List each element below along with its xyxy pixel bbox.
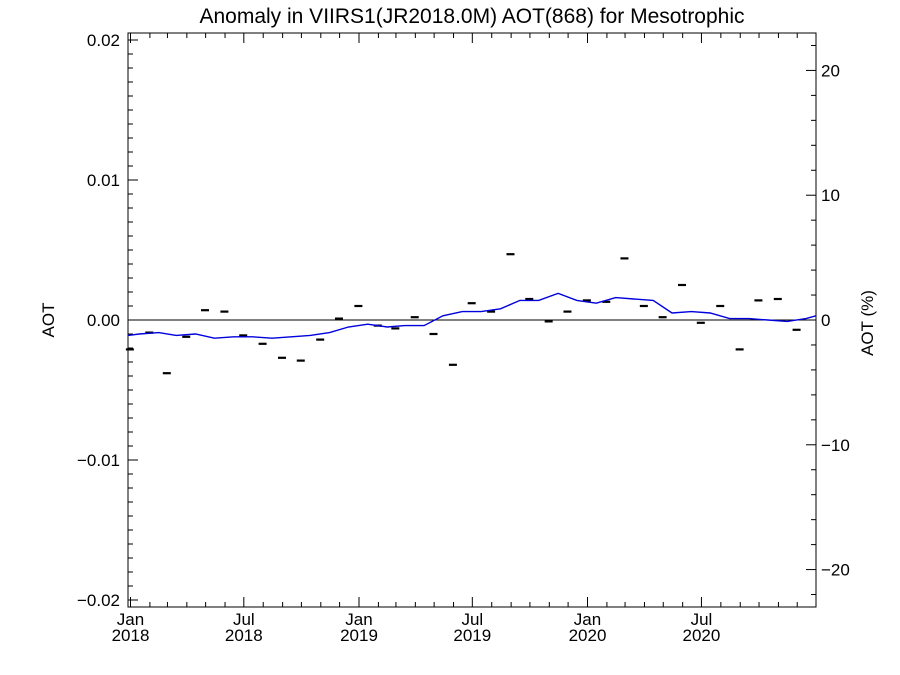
y2-tick-label: 20 [821, 61, 840, 80]
x-tick-label-year: 2020 [569, 626, 607, 645]
y-tick-label: 0.00 [87, 311, 120, 330]
x-tick-label-year: 2019 [340, 626, 378, 645]
y-axis: 0.02 0.01 0.00 −0.01 −0.02 [77, 31, 138, 610]
chart-title: Anomaly in VIIRS1(JR2018.0M) AOT(868) fo… [199, 5, 744, 28]
y-tick-label: −0.01 [77, 451, 120, 470]
y-tick-label: −0.02 [77, 591, 120, 610]
y-axis-label: AOT [39, 303, 58, 338]
y2-tick-label: −20 [821, 561, 850, 580]
x-tick-label-year: 2018 [112, 626, 150, 645]
x-tick-label-month: Jan [345, 610, 372, 629]
y-tick-label: 0.01 [87, 171, 120, 190]
y2-tick-label: 10 [821, 186, 840, 205]
y-tick-label: 0.02 [87, 31, 120, 50]
y2-tick-label: 0 [821, 311, 830, 330]
x-tick-label-month: Jan [574, 610, 601, 629]
x-tick-label-month: Jul [461, 610, 483, 629]
y2-tick-label: −10 [821, 436, 850, 455]
series-line [127, 292, 817, 339]
y2-axis-label: AOT (%) [858, 290, 877, 356]
x-tick-label-year: 2020 [683, 626, 721, 645]
x-tick-label-year: 2018 [225, 626, 263, 645]
series-markers [125, 253, 801, 375]
x-axis: Jan2018Jul2018Jan2019Jul2019Jan2020Jul20… [112, 33, 798, 645]
x-tick-label-month: Jan [117, 610, 144, 629]
x-tick-label-month: Jul [233, 610, 255, 629]
x-tick-label-month: Jul [691, 610, 713, 629]
y2-axis: 20 10 0 −10 −20 [806, 44, 850, 596]
x-tick-label-year: 2019 [453, 626, 491, 645]
